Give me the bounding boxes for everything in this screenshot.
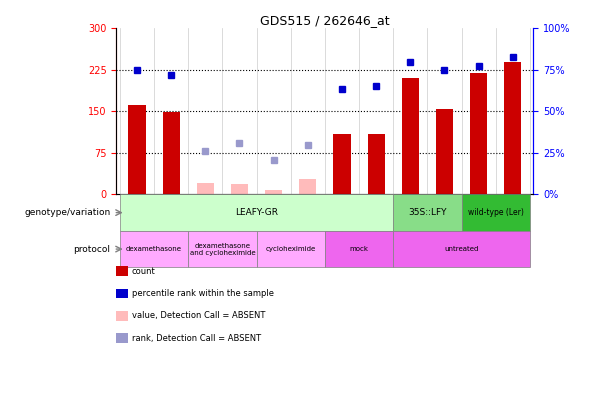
Bar <box>393 194 462 231</box>
Bar <box>197 183 214 194</box>
Text: untreated: untreated <box>444 246 479 252</box>
Bar <box>393 231 530 267</box>
Text: count: count <box>132 267 156 276</box>
Text: protocol: protocol <box>74 245 110 254</box>
Bar <box>333 134 351 194</box>
Bar <box>231 184 248 194</box>
Text: percentile rank within the sample: percentile rank within the sample <box>132 289 274 298</box>
Text: rank, Detection Call = ABSENT: rank, Detection Call = ABSENT <box>132 334 261 343</box>
Bar <box>129 105 145 194</box>
Text: value, Detection Call = ABSENT: value, Detection Call = ABSENT <box>132 311 265 320</box>
Text: dexamethasone
and cycloheximide: dexamethasone and cycloheximide <box>189 243 255 256</box>
Bar <box>436 109 453 194</box>
Bar <box>504 62 521 194</box>
Text: dexamethasone: dexamethasone <box>126 246 182 252</box>
Bar <box>120 194 393 231</box>
Text: mock: mock <box>349 246 368 252</box>
Bar <box>470 72 487 194</box>
Text: genotype/variation: genotype/variation <box>24 208 110 217</box>
Text: cycloheximide: cycloheximide <box>265 246 316 252</box>
Bar <box>325 231 393 267</box>
Bar <box>402 78 419 194</box>
Text: LEAFY-GR: LEAFY-GR <box>235 208 278 217</box>
Bar <box>120 231 188 267</box>
Bar <box>257 231 325 267</box>
Bar <box>462 194 530 231</box>
Bar <box>368 134 385 194</box>
Text: wild-type (Ler): wild-type (Ler) <box>468 208 524 217</box>
Bar <box>265 190 282 194</box>
Bar <box>162 113 180 194</box>
Title: GDS515 / 262646_at: GDS515 / 262646_at <box>260 14 390 27</box>
Bar <box>188 231 257 267</box>
Bar <box>299 179 316 194</box>
Text: 35S::LFY: 35S::LFY <box>408 208 447 217</box>
